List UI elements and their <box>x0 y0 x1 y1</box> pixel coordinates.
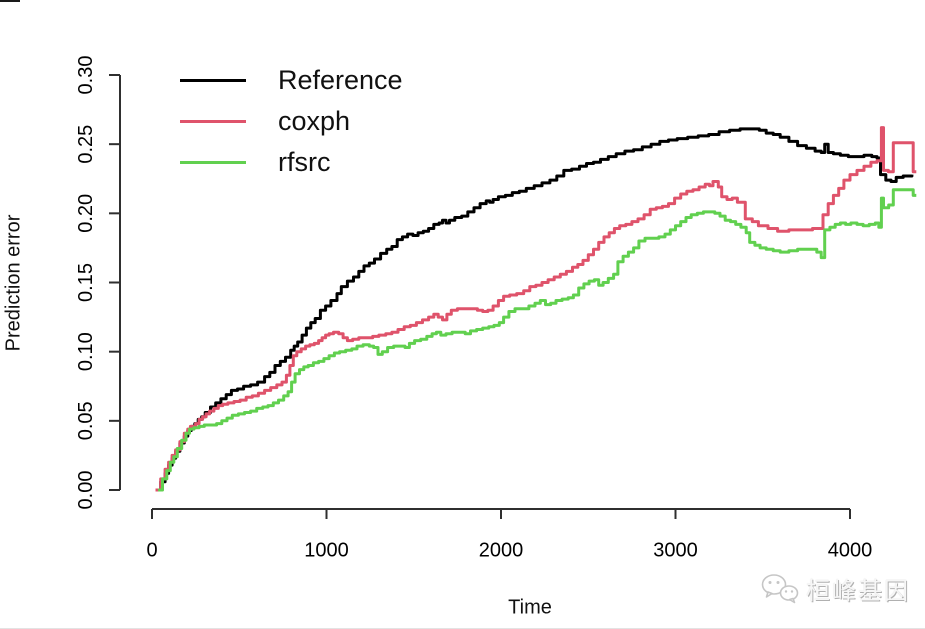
wechat-icon <box>761 573 799 603</box>
reference-line-swatch <box>180 79 246 82</box>
series-line-coxph <box>155 126 917 492</box>
x-tick-label: 4000 <box>828 540 873 562</box>
legend-label: rfsrc <box>278 147 331 177</box>
y-tick-label: 0.10 <box>75 332 97 371</box>
y-tick-label: 0.20 <box>75 194 97 233</box>
x-tick-label: 3000 <box>653 540 698 562</box>
series-line-reference <box>155 127 914 492</box>
y-tick-label: 0.05 <box>75 401 97 440</box>
top-edge-artifact <box>0 0 20 2</box>
legend-item-coxph: coxph <box>180 101 403 142</box>
y-tick-label: 0.15 <box>75 263 97 302</box>
y-tick-label: 0.30 <box>75 56 97 95</box>
watermark: 桓峰基因 <box>760 571 910 606</box>
x-tick-label: 1000 <box>304 540 349 562</box>
watermark-text: 桓峰基因 <box>806 578 910 605</box>
legend-label: Reference <box>278 65 403 95</box>
x-tick-label: 0 <box>146 540 157 562</box>
chart-legend: Reference coxph rfsrc <box>180 60 403 183</box>
legend-label: coxph <box>278 106 351 136</box>
series-line-rfsrc <box>158 188 917 492</box>
legend-item-rfsrc: rfsrc <box>180 142 403 183</box>
rfsrc-line-swatch <box>180 161 246 164</box>
y-tick-label: 0.25 <box>75 125 97 164</box>
y-tick-label: 0.00 <box>75 471 97 510</box>
x-tick-label: 2000 <box>479 540 524 562</box>
x-axis-title: Time <box>508 596 552 619</box>
coxph-line-swatch <box>180 120 246 123</box>
legend-item-reference: Reference <box>180 60 403 101</box>
